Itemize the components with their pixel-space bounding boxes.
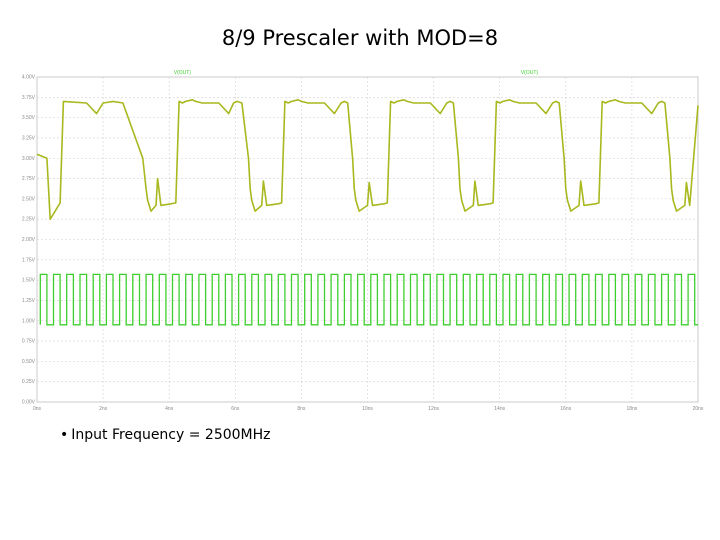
input-clock-trace xyxy=(39,273,698,326)
trace-name-label: V(OUT) xyxy=(174,70,192,76)
x-tick-label: 10ns xyxy=(362,406,373,412)
x-tick-label: 4ns xyxy=(165,406,174,412)
y-tick-label: 4.00V xyxy=(22,75,36,81)
y-tick-label: 0.25V xyxy=(22,379,36,385)
y-tick-label: 3.25V xyxy=(22,135,36,141)
y-tick-label: 1.75V xyxy=(22,257,36,263)
bullet-item: • Input Frequency = 2500MHz xyxy=(60,427,271,443)
x-tick-label: 18ns xyxy=(626,406,637,412)
x-tick-label: 14ns xyxy=(494,406,505,412)
x-tick-label: 8ns xyxy=(297,406,306,412)
x-tick-label: 20ns xyxy=(693,406,704,412)
y-tick-label: 0.75V xyxy=(22,339,36,345)
y-tick-label: 3.50V xyxy=(22,115,36,121)
y-tick-label: 2.00V xyxy=(22,237,36,243)
y-tick-label: 3.00V xyxy=(22,156,36,162)
x-tick-label: 0ns xyxy=(33,406,42,412)
y-tick-label: 1.25V xyxy=(22,298,36,304)
output-trace xyxy=(36,99,699,220)
y-tick-label: 2.25V xyxy=(22,217,36,223)
bullet-marker: • xyxy=(60,427,69,443)
y-tick-label: 3.75V xyxy=(22,95,36,101)
x-tick-label: 6ns xyxy=(231,406,240,412)
y-tick-label: 1.50V xyxy=(22,278,36,284)
x-tick-label: 16ns xyxy=(560,406,571,412)
y-tick-label: 2.50V xyxy=(22,196,36,202)
slide-title: 8/9 Prescaler with MOD=8 xyxy=(221,26,499,50)
x-tick-label: 12ns xyxy=(428,406,439,412)
y-tick-label: 0.00V xyxy=(22,400,36,406)
trace-name-label: V(OUT) xyxy=(521,70,539,76)
y-tick-label: 0.50V xyxy=(22,359,36,365)
bullet-text: Input Frequency = 2500MHz xyxy=(71,427,271,443)
y-tick-label: 1.00V xyxy=(22,318,36,324)
waveform-plot: 0.00V 0.25V 0.50V 0.75V 1.00V 1.25V 1.50V 1.75V… xyxy=(22,66,704,416)
y-tick-label: 2.75V xyxy=(22,176,36,182)
waveform-chart: 0.00V 0.25V 0.50V 0.75V 1.00V 1.25V 1.50V 1.75V… xyxy=(22,70,704,412)
plot-area xyxy=(36,76,699,403)
x-tick-label: 2ns xyxy=(99,406,108,412)
